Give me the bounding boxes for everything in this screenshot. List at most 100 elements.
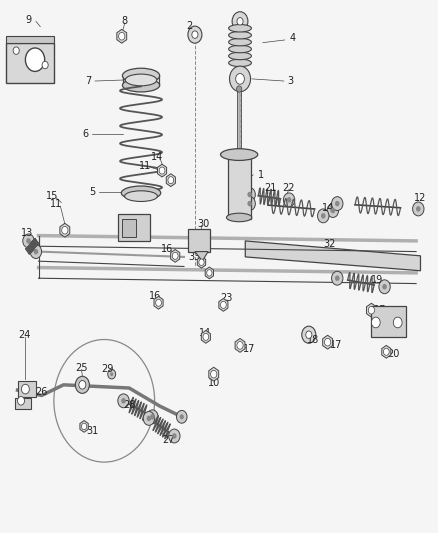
Ellipse shape: [226, 213, 252, 222]
Circle shape: [155, 299, 162, 306]
Polygon shape: [80, 421, 88, 432]
Circle shape: [236, 74, 244, 84]
Polygon shape: [201, 330, 210, 343]
Text: 7: 7: [85, 76, 92, 86]
Circle shape: [230, 66, 251, 92]
Text: 14: 14: [321, 203, 334, 213]
Bar: [15, 398, 31, 409]
Circle shape: [188, 26, 202, 43]
Circle shape: [150, 414, 155, 419]
Polygon shape: [60, 223, 70, 237]
Circle shape: [331, 208, 335, 213]
Polygon shape: [219, 298, 228, 311]
Text: 20: 20: [387, 350, 399, 359]
Circle shape: [237, 342, 243, 349]
Polygon shape: [235, 338, 245, 352]
Text: 5: 5: [89, 187, 95, 197]
Circle shape: [332, 271, 343, 285]
Polygon shape: [171, 249, 180, 262]
Text: 12: 12: [414, 193, 427, 203]
Circle shape: [416, 206, 420, 212]
Circle shape: [287, 197, 291, 203]
Circle shape: [79, 381, 86, 389]
Circle shape: [159, 167, 165, 174]
Circle shape: [199, 259, 204, 265]
Circle shape: [168, 176, 174, 184]
Circle shape: [237, 18, 243, 25]
Circle shape: [143, 411, 155, 425]
Text: 1: 1: [258, 170, 264, 180]
Bar: [6, 43, 54, 83]
Text: 23: 23: [221, 294, 233, 303]
Text: 26: 26: [35, 387, 48, 397]
Circle shape: [169, 429, 180, 443]
Circle shape: [110, 372, 113, 376]
Circle shape: [147, 416, 151, 421]
Text: 32: 32: [323, 239, 336, 249]
Polygon shape: [382, 345, 391, 358]
Circle shape: [23, 234, 34, 248]
Bar: [6, 36, 54, 43]
Bar: [18, 381, 36, 397]
Text: 10: 10: [375, 313, 387, 323]
Circle shape: [321, 213, 325, 219]
Text: 25: 25: [75, 363, 87, 373]
Circle shape: [382, 284, 387, 289]
Text: 11: 11: [50, 199, 62, 208]
Circle shape: [247, 201, 252, 206]
Text: 14: 14: [199, 328, 211, 338]
Bar: [118, 214, 150, 241]
Text: 13: 13: [21, 229, 33, 238]
Text: 22: 22: [282, 183, 294, 192]
Text: 19: 19: [371, 275, 384, 285]
Text: 2: 2: [186, 21, 192, 30]
Text: 24: 24: [18, 330, 30, 340]
Ellipse shape: [121, 186, 161, 200]
Ellipse shape: [229, 59, 251, 67]
Circle shape: [108, 369, 116, 379]
Text: 18: 18: [307, 335, 319, 345]
Circle shape: [30, 245, 42, 259]
Text: 27: 27: [162, 435, 175, 445]
Circle shape: [318, 209, 329, 223]
Circle shape: [177, 410, 187, 423]
Circle shape: [21, 384, 29, 394]
Polygon shape: [245, 241, 420, 271]
Polygon shape: [166, 174, 175, 187]
Polygon shape: [209, 367, 219, 381]
Circle shape: [118, 394, 129, 408]
Circle shape: [306, 331, 312, 338]
Circle shape: [192, 31, 198, 38]
Circle shape: [232, 12, 248, 31]
Circle shape: [172, 433, 177, 439]
Ellipse shape: [122, 78, 159, 92]
Circle shape: [75, 376, 89, 393]
Circle shape: [62, 227, 68, 234]
Text: 17: 17: [330, 341, 343, 350]
Ellipse shape: [229, 25, 251, 32]
Text: 31: 31: [86, 426, 98, 435]
Polygon shape: [154, 296, 163, 309]
Circle shape: [383, 348, 389, 356]
Circle shape: [26, 238, 31, 244]
Text: 11: 11: [139, 161, 152, 171]
Text: 28: 28: [123, 400, 135, 410]
Text: 17: 17: [374, 305, 386, 315]
Circle shape: [371, 317, 380, 328]
Bar: [228, 155, 251, 219]
Circle shape: [18, 397, 25, 405]
Circle shape: [393, 317, 402, 328]
Ellipse shape: [125, 74, 157, 86]
Ellipse shape: [229, 38, 251, 46]
Circle shape: [203, 333, 209, 341]
Circle shape: [244, 188, 255, 201]
Circle shape: [335, 276, 339, 281]
Circle shape: [42, 61, 48, 69]
Text: 29: 29: [101, 364, 113, 374]
Circle shape: [180, 414, 184, 419]
Circle shape: [207, 270, 212, 276]
Circle shape: [220, 301, 226, 309]
Text: 15: 15: [46, 191, 58, 201]
Circle shape: [147, 410, 158, 424]
Circle shape: [413, 202, 424, 216]
